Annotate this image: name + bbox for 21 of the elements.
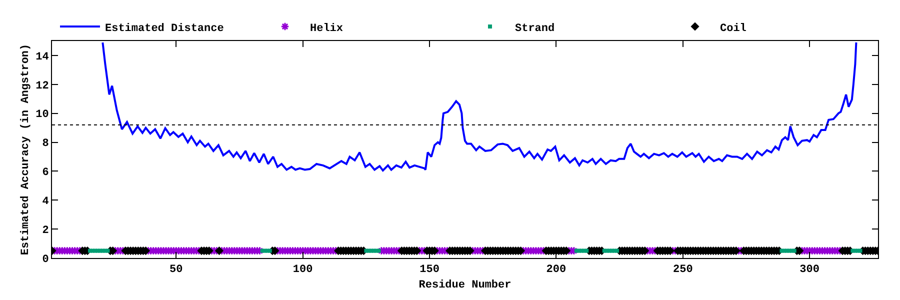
x-tick-label: 150 bbox=[420, 264, 440, 276]
y-tick-label: 4 bbox=[42, 196, 50, 208]
line-series bbox=[102, 41, 858, 172]
x-tick-label: 200 bbox=[546, 264, 566, 276]
legend-label: Estimated Distance bbox=[105, 22, 224, 35]
x-axis-title: Residue Number bbox=[418, 279, 512, 292]
y-tick-label: 14 bbox=[36, 51, 50, 64]
x-tick-label: 250 bbox=[672, 264, 693, 276]
legend-label: Strand bbox=[515, 22, 555, 35]
x-tick-label: 300 bbox=[800, 264, 820, 276]
y-tick-label: 10 bbox=[36, 109, 49, 122]
y-tick-label: 8 bbox=[42, 138, 50, 150]
legend-label: Helix bbox=[310, 22, 344, 35]
x-tick-label: 100 bbox=[292, 264, 313, 276]
y-tick-label: 6 bbox=[42, 167, 49, 180]
legend-label: Coil bbox=[720, 22, 747, 35]
y-axis-title: Estimated Accuracy (in Angstron) bbox=[20, 44, 32, 256]
y-tick-label: 2 bbox=[42, 224, 49, 237]
y-tick-label: 0 bbox=[42, 254, 49, 266]
x-tick-label: 50 bbox=[170, 264, 183, 276]
y-tick-label: 12 bbox=[36, 80, 49, 92]
